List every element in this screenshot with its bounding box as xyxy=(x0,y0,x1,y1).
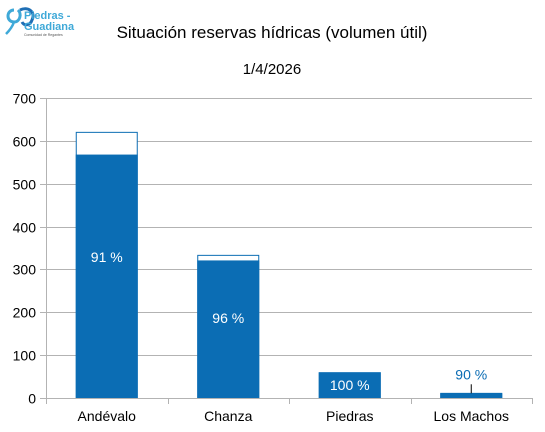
y-tick-label: 400 xyxy=(13,220,37,236)
y-tick-label: 0 xyxy=(28,391,36,407)
logo-line2: Guadiana xyxy=(24,21,75,33)
data-label: 96 % xyxy=(212,310,244,326)
x-category-label: Los Machos xyxy=(434,408,509,424)
x-axis-labels: Andévalo Chanza Piedras Los Machos xyxy=(78,408,509,424)
data-label: 100 % xyxy=(330,377,370,393)
bar-volume xyxy=(440,393,503,398)
logo-tagline: Comunidad de Regantes xyxy=(24,33,63,37)
y-tick-label: 300 xyxy=(13,262,37,278)
y-tick-label: 100 xyxy=(13,348,37,364)
bar-volume xyxy=(75,154,138,398)
data-labels: 91 % 96 % 100 % 90 % xyxy=(91,249,487,394)
chart-subtitle: 1/4/2026 xyxy=(243,61,301,78)
bars xyxy=(75,131,503,399)
logo-line1: Piedras - xyxy=(24,10,71,22)
logo-mark-icon xyxy=(5,7,35,35)
x-category-label: Chanza xyxy=(204,408,252,424)
x-category-label: Piedras xyxy=(326,408,373,424)
data-label: 90 % xyxy=(455,366,487,382)
data-label: 91 % xyxy=(91,249,123,265)
y-axis-ticks: 0 100 200 300 400 500 600 700 xyxy=(13,91,37,407)
bar-volume xyxy=(197,260,260,398)
y-tick-label: 600 xyxy=(13,134,37,150)
y-tick-label: 500 xyxy=(13,177,37,193)
y-tick-label: 200 xyxy=(13,305,37,321)
x-category-label: Andévalo xyxy=(78,408,137,424)
chart-title: Situación reservas hídricas (volumen úti… xyxy=(117,23,428,42)
logo: Piedras - Guadiana Comunidad de Regantes xyxy=(5,7,75,37)
bar-volume xyxy=(318,372,381,398)
y-tick-label: 700 xyxy=(13,91,37,107)
